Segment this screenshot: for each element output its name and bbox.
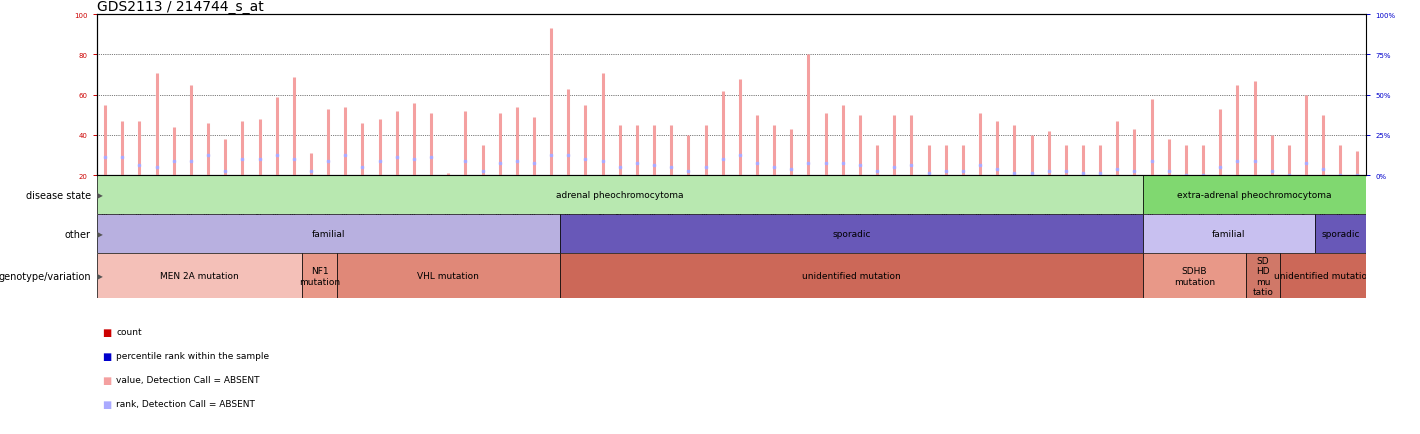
Text: SD
HD
mu
tatio: SD HD mu tatio xyxy=(1252,256,1274,296)
Text: adrenal pheochromocytoma: adrenal pheochromocytoma xyxy=(557,191,683,200)
Text: familial: familial xyxy=(1213,230,1245,239)
Text: SDHB
mutation: SDHB mutation xyxy=(1174,266,1216,286)
Text: percentile rank within the sample: percentile rank within the sample xyxy=(116,352,270,360)
Text: count: count xyxy=(116,328,142,336)
Text: value, Detection Call = ABSENT: value, Detection Call = ABSENT xyxy=(116,375,260,384)
Text: GDS2113 / 214744_s_at: GDS2113 / 214744_s_at xyxy=(97,0,263,14)
Text: sporadic: sporadic xyxy=(1321,230,1359,239)
Text: familial: familial xyxy=(311,230,345,239)
Bar xyxy=(1281,254,1366,299)
Text: ▶: ▶ xyxy=(97,230,102,239)
Text: unidentified mutation: unidentified mutation xyxy=(802,272,900,281)
Bar xyxy=(1315,215,1366,254)
Bar xyxy=(337,254,559,299)
Text: rank, Detection Call = ABSENT: rank, Detection Call = ABSENT xyxy=(116,399,256,408)
Text: ▶: ▶ xyxy=(97,272,102,281)
Bar xyxy=(97,254,302,299)
Text: ▶: ▶ xyxy=(97,191,102,200)
Text: ■: ■ xyxy=(102,375,112,385)
Text: extra-adrenal pheochromocytoma: extra-adrenal pheochromocytoma xyxy=(1177,191,1332,200)
Bar xyxy=(559,254,1143,299)
Text: ■: ■ xyxy=(102,399,112,408)
Text: other: other xyxy=(65,230,91,239)
Text: ■: ■ xyxy=(102,351,112,361)
Bar xyxy=(1245,254,1281,299)
Text: disease state: disease state xyxy=(26,191,91,200)
Text: unidentified mutation: unidentified mutation xyxy=(1274,272,1373,281)
Text: genotype/variation: genotype/variation xyxy=(0,271,91,281)
Text: ■: ■ xyxy=(102,327,112,337)
Bar xyxy=(1143,176,1366,215)
Text: NF1
mutation: NF1 mutation xyxy=(300,266,341,286)
Text: sporadic: sporadic xyxy=(832,230,870,239)
Text: MEN 2A mutation: MEN 2A mutation xyxy=(160,272,239,281)
Text: VHL mutation: VHL mutation xyxy=(417,272,479,281)
Bar xyxy=(97,215,559,254)
Bar xyxy=(302,254,337,299)
Bar xyxy=(1143,254,1245,299)
Bar xyxy=(97,176,1143,215)
Bar xyxy=(1143,215,1315,254)
Bar xyxy=(559,215,1143,254)
